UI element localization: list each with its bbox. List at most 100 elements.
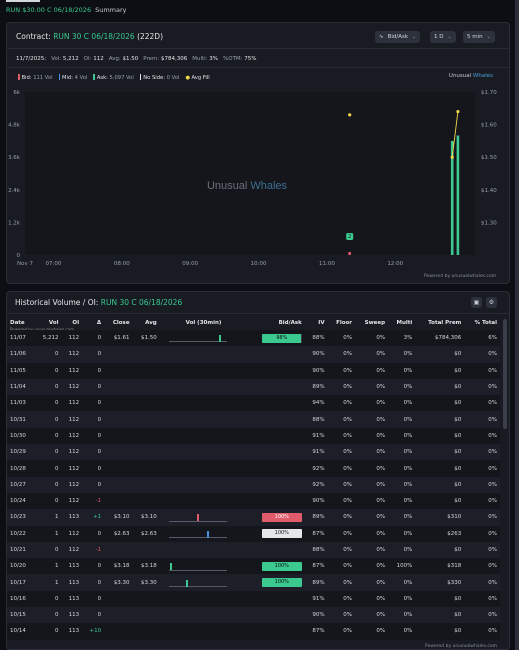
cell-oi: 113 — [68, 563, 80, 570]
column-header[interactable]: Close — [112, 320, 130, 326]
table-row[interactable]: 10/29 0 112 0 91% 0% 0% 0% $0 0% — [7, 444, 500, 461]
table-row[interactable]: 10/24 0 112 -1 90% 0% 0% 0% $0 0% — [7, 492, 500, 510]
legend-bid[interactable]: Bid: 111 Vol — [18, 74, 53, 81]
column-header[interactable]: Δ — [96, 320, 102, 326]
cell-date: 10/20 — [10, 563, 26, 570]
cell-oi: 113 — [68, 579, 80, 586]
range-select[interactable]: 1 D ⌄ — [430, 31, 456, 43]
column-header[interactable]: Vol (30min) — [185, 320, 222, 326]
volume-bar-ask — [456, 135, 460, 255]
cell-multi: 0% — [403, 384, 413, 391]
cell-close — [104, 460, 132, 476]
history-panel: Historical Volume / OI: RUN 30 C 06/18/2… — [6, 291, 510, 650]
table-row[interactable]: 10/21 0 112 -1 88% 0% 0% 0% $0 0% — [7, 541, 500, 559]
table-row[interactable]: 10/17 1 113 0 $3.30 $3.30 100% 89% 0% 0% 0% $330 0% — [7, 574, 500, 591]
cell-avg: $3.30 — [141, 579, 157, 586]
powered-by[interactable]: Powered by unusualwhales.com — [425, 644, 497, 649]
mode-select[interactable]: ∿ Bid/Ask ⌄ — [375, 31, 421, 43]
vol-sparkline — [168, 334, 227, 343]
table-row[interactable]: 10/30 0 112 0 91% 0% 0% 0% $0 0% — [7, 427, 500, 445]
cell-multi: 0% — [403, 514, 413, 521]
cell-multi: 100% — [396, 563, 413, 570]
cell-vol-30min — [160, 574, 248, 590]
cell-close: $1.61 — [113, 335, 130, 342]
cell-avg — [133, 346, 160, 362]
column-header[interactable]: Total Prem — [428, 320, 462, 326]
page-scrollbar[interactable] — [515, 0, 519, 650]
divider — [7, 313, 509, 314]
cell-avg — [133, 411, 160, 427]
table-row[interactable]: 10/31 0 112 0 88% 0% 0% 0% $0 0% — [7, 411, 500, 428]
cell-total-prem: $0 — [454, 595, 462, 602]
table-row[interactable]: 10/20 1 113 0 $3.18 $3.18 100% 87% 0% 0% 100% $318 0… — [7, 558, 500, 575]
column-header[interactable]: Floor — [336, 320, 352, 326]
table-row[interactable]: 10/23 1 113 +1 $3.10 $3.10 100% 89% 0% 0% 0% $310 0% — [7, 509, 500, 526]
cell-date: 10/16 — [10, 595, 26, 602]
column-header[interactable]: Bid/Ask — [278, 320, 302, 326]
legend-avg-fill[interactable]: ● Avg Fill — [185, 74, 210, 81]
table-row[interactable]: 11/04 0 112 0 89% 0% 0% 0% $0 0% — [7, 378, 500, 396]
cell-total-prem: $0 — [454, 628, 462, 635]
legend-ask[interactable]: Ask: 5,097 Vol — [93, 74, 134, 81]
tab-summary[interactable]: Summary — [95, 6, 127, 14]
column-header[interactable]: Date — [10, 320, 25, 326]
table-row[interactable]: 10/14 0 113 +10 87% 0% 0% 0% $0 0% — [7, 623, 500, 640]
cell-floor: 0% — [343, 547, 352, 553]
table-row[interactable]: 10/15 0 113 0 90% 0% 0% 0% $0 0% — [7, 607, 500, 624]
y-left-tick-label: 4.8k — [8, 123, 21, 129]
tab-contract[interactable]: RUN $30.00 C 06/18/2026 — [6, 6, 92, 14]
column-header[interactable]: Sweep — [364, 320, 386, 326]
contract-chart-panel: Contract: RUN 30 C 06/18/2026 (222D) ∿ B… — [6, 22, 510, 284]
cell-oi-change: 0 — [97, 432, 102, 439]
cell-date: 10/28 — [10, 465, 26, 472]
settings-icon[interactable]: ⚙ — [486, 297, 497, 308]
table-row[interactable]: 11/03 0 112 0 94% 0% 0% 0% $0 0% — [7, 395, 500, 412]
y-right-tick-label: $1.70 — [481, 90, 497, 96]
column-header[interactable]: % Total — [474, 320, 497, 326]
cell-multi: 0% — [403, 595, 413, 602]
cell-vol: 1 — [55, 579, 59, 586]
y-left-tick-label: 3.6k — [8, 155, 21, 161]
cell-pct-total: 0% — [488, 547, 497, 553]
cell-vol-30min — [160, 428, 248, 444]
cell-sweep: 0% — [376, 432, 386, 439]
column-header[interactable]: Multi — [396, 320, 413, 326]
cell-oi: 113 — [68, 514, 80, 521]
cell-iv: 89% — [312, 384, 325, 391]
cell-vol: 0 — [55, 449, 59, 456]
cell-oi-change: 0 — [97, 384, 102, 391]
column-header[interactable]: Vol — [48, 320, 59, 326]
table-row[interactable]: 11/05 0 112 0 90% 0% 0% 0% $0 0% — [7, 362, 500, 379]
cell-date: 10/31 — [10, 416, 26, 423]
table-row[interactable]: 10/27 0 112 0 92% 0% 0% 0% $0 0% — [7, 476, 500, 493]
camera-icon[interactable]: ▣ — [471, 297, 482, 308]
cell-pct-total: 0% — [488, 351, 497, 358]
column-header[interactable]: Avg — [145, 320, 157, 326]
cell-date: 10/24 — [10, 498, 26, 505]
legend-mid[interactable]: Mid: 4 Vol — [58, 74, 87, 81]
avg-fill-point — [450, 155, 454, 159]
cell-oi: 112 — [68, 530, 80, 537]
cell-sweep: 0% — [376, 530, 386, 537]
bid-ask-meter: 100% — [261, 529, 302, 539]
powered-by[interactable]: Powered by unusualwhales.com — [424, 274, 496, 279]
cell-oi-change: 0 — [97, 530, 102, 537]
table-row[interactable]: 10/28 0 112 0 92% 0% 0% 0% $0 0% — [7, 460, 500, 477]
table-row[interactable]: 11/07 5,212 112 0 $1.61 $1.50 98% 88% 0% 0% 3% $784… — [7, 330, 500, 347]
cell-iv: 87% — [312, 563, 325, 570]
legend-noside[interactable]: No Side: 0 Vol — [139, 74, 179, 81]
cell-vol-30min — [160, 460, 248, 476]
stat-otm: %OTM: 75% — [223, 56, 257, 62]
cell-date: 10/27 — [10, 481, 26, 488]
interval-select[interactable]: 5 min ⌄ — [463, 31, 495, 43]
table-row[interactable]: 10/16 0 113 0 91% 0% 0% 0% $0 0% — [7, 590, 500, 608]
column-header[interactable]: OI — [72, 320, 80, 326]
cell-iv: 90% — [312, 367, 325, 374]
table-row[interactable]: 11/06 0 112 0 90% 0% 0% 0% $0 0% — [7, 346, 500, 363]
table-row[interactable]: 10/22 1 112 0 $2.63 $2.63 100% 87% 0% 0% 0% $263 0% — [7, 525, 500, 542]
table-scrollbar[interactable] — [503, 319, 507, 429]
column-header[interactable]: IV — [318, 320, 325, 326]
cell-pct-total: 0% — [488, 367, 497, 374]
cell-vol-30min — [160, 607, 248, 623]
cell-avg — [133, 395, 160, 411]
